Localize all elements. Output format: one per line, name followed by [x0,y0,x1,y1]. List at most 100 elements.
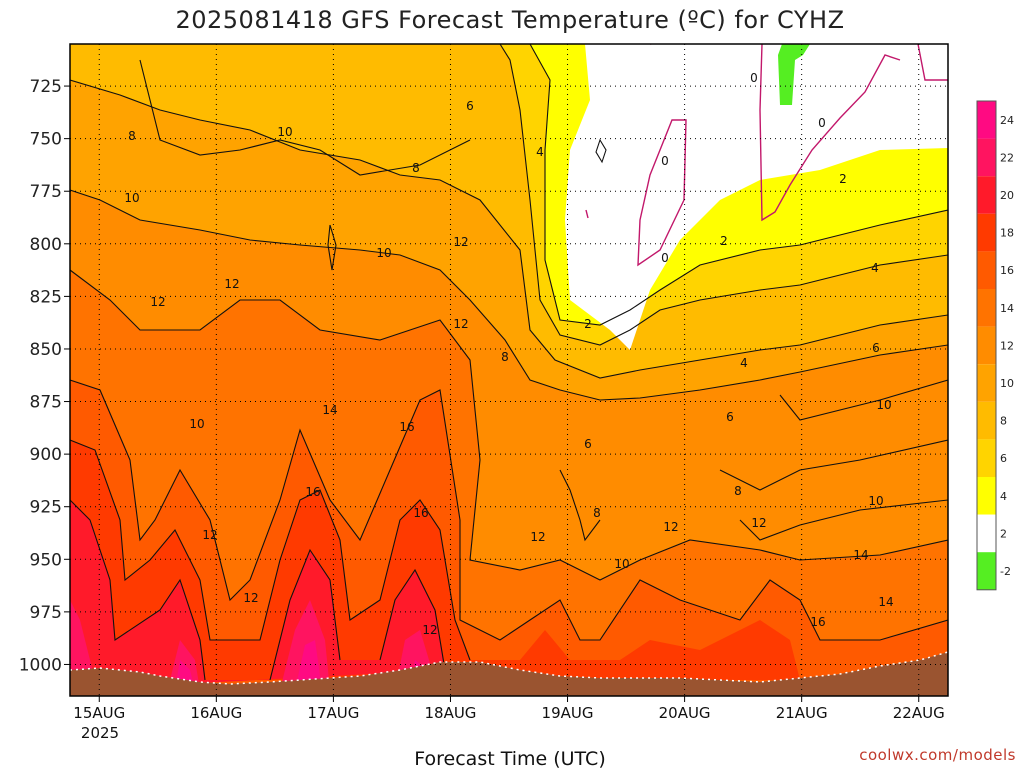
contour-label: 12 [150,295,165,309]
contour-label: 4 [871,261,879,275]
y-tick-label: 875 [30,393,62,413]
contour-label: 2 [584,317,592,331]
contour-label: 16 [413,506,428,520]
y-axis: 725 750 775 800 825 850 875 900 925 950 975 1000 [19,77,70,675]
contour-label: 6 [584,437,592,451]
x-tick-label: 20AUG [659,704,711,722]
colorbar-label: 22 [1000,151,1014,164]
contour-label: 0 [661,251,669,265]
contour-label: 12 [243,591,258,605]
colorbar-swatch [977,101,996,139]
colorbar-swatch [977,514,996,553]
contour-label: 12 [453,317,468,331]
colorbar-label: 8 [1000,415,1007,428]
colorbar-label: 24 [1000,114,1014,127]
contour-labels: 8 10 12 10 12 6 4 8 10 12 12 14 16 16 12 12 16 10 12 8 12 6 8 1… [124,71,893,637]
credit-text: coolwx.com/models [859,746,1016,764]
x-tick-label: 15AUG [73,704,125,722]
y-tick-label: 900 [30,445,62,465]
contour-label: 10 [189,417,204,431]
colorbar-swatch [977,251,996,289]
contour-label: 14 [322,403,337,417]
contour-label: 10 [876,398,891,412]
colorbar-swatch [977,552,996,590]
y-tick-label: 800 [30,235,62,255]
contour-label: 6 [872,341,880,355]
ground-terrain [70,652,948,696]
x-axis: 15AUG 16AUG 17AUG 18AUG 19AUG 20AUG 21AUG 22AUG [73,696,945,722]
colorbar-swatch [977,477,996,515]
colorbar-label: 12 [1000,339,1014,352]
colorbar-label: 4 [1000,490,1007,503]
colorbar-label: 6 [1000,452,1007,465]
contour-label: 8 [734,484,742,498]
y-tick-label: 925 [30,498,62,518]
contour-label: 10 [376,246,391,260]
colorbar-label: -2 [1000,565,1011,578]
contour-label: 12 [422,623,437,637]
x-axis-year: 2025 [81,724,119,742]
zero-degree-contours [585,44,948,267]
colorbar-swatch [977,289,996,327]
colorbar: 24 22 20 18 16 14 12 10 8 6 4 2 -2 [976,100,1014,591]
contour-label: 2 [839,172,847,186]
colorbar-swatch [977,364,996,402]
y-tick-label: 775 [30,182,62,202]
contour-label: 12 [530,530,545,544]
band-18-to-20 [70,500,445,690]
colorbar-frame [976,100,997,591]
x-tick-label: 17AUG [307,704,359,722]
y-tick-label: 825 [30,287,62,307]
colorbar-label: 2 [1000,527,1007,540]
band-16-to-18 [70,440,800,680]
contour-label: 2 [720,234,728,248]
x-tick-label: 18AUG [424,704,476,722]
colorbar-label: 10 [1000,377,1014,390]
contour-label: 0 [818,116,826,130]
colorbar-label: 14 [1000,302,1014,315]
contour-label: 10 [124,191,139,205]
contour-label: 8 [412,161,420,175]
x-tick-label: 16AUG [190,704,242,722]
contour-label: 14 [853,548,868,562]
y-tick-label: 725 [30,77,62,97]
contour-label: 12 [663,520,678,534]
colorbar-label: 16 [1000,264,1014,277]
band-0-to-2 [565,44,948,350]
contour-label: 12 [202,528,217,542]
contour-label: 16 [305,485,320,499]
contour-label: 4 [740,356,748,370]
x-tick-label: 22AUG [893,704,945,722]
plot-frame [69,43,949,697]
y-tick-label: 750 [30,130,62,150]
contour-label: 8 [501,350,509,364]
contour-label: 8 [593,506,601,520]
contour-label: 8 [128,129,136,143]
colorbar-swatch [977,213,996,252]
contour-label: 14 [878,595,893,609]
contour-lines [70,44,948,681]
contour-label: 16 [399,420,414,434]
contour-label: 0 [661,154,669,168]
colorbar-swatch [977,439,996,477]
contour-label: 6 [726,410,734,424]
x-axis-title: Forecast Time (UTC) [414,748,605,768]
contour-label: 12 [224,277,239,291]
contour-label: 16 [810,615,825,629]
y-tick-label: 950 [30,550,62,570]
contour-label: 12 [453,235,468,249]
contour-label: 10 [868,494,883,508]
colorbar-swatch [977,176,996,214]
y-tick-label: 1000 [19,655,62,675]
y-tick-label: 850 [30,340,62,360]
plot-area [70,44,948,696]
y-tick-label: 975 [30,603,62,623]
contour-label: 10 [614,557,629,571]
colorbar-label: 18 [1000,227,1014,240]
colorbar-label: 20 [1000,189,1014,202]
colorbar-swatch [977,138,996,177]
contour-label: 10 [277,125,292,139]
contour-label: 0 [750,71,758,85]
colorbar-swatch [977,401,996,440]
